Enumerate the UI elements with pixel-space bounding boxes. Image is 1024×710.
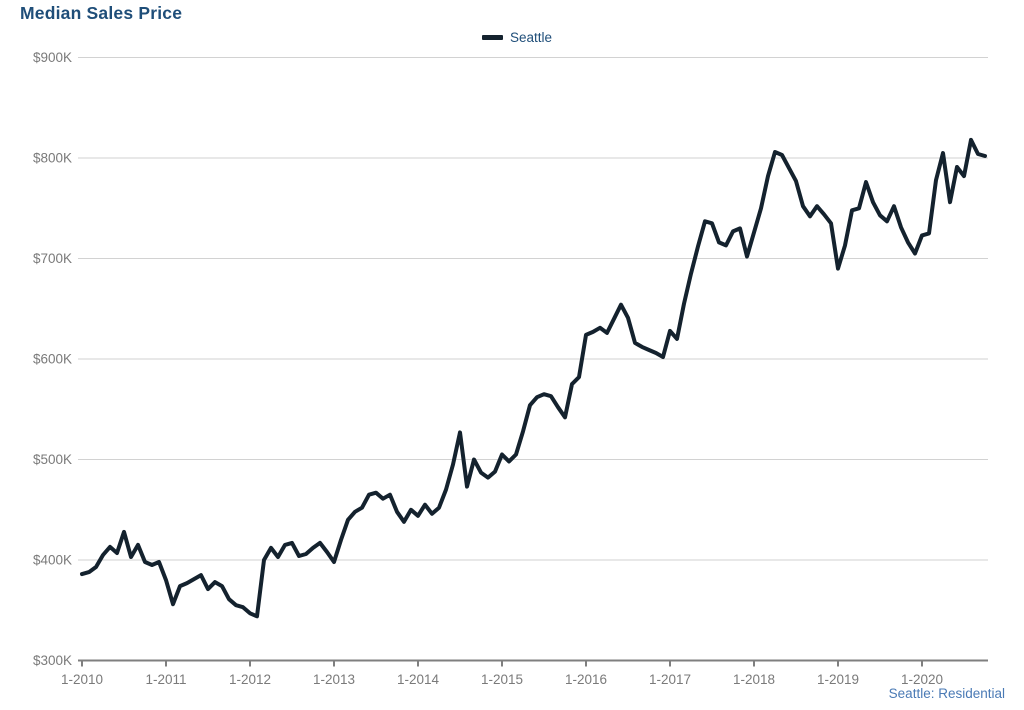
x-tick-label: 1-2012 (229, 672, 271, 687)
x-tick-label: 1-2011 (145, 672, 186, 687)
x-tick-label: 1-2017 (649, 672, 691, 687)
y-tick-label: $400K (33, 553, 72, 568)
y-tick-label: $700K (33, 251, 72, 266)
y-tick-label: $600K (33, 352, 72, 367)
gridlines (78, 57, 988, 561)
y-tick-label: $300K (33, 653, 72, 668)
y-axis-labels: $300K $400K $500K $600K $700K $800K $900K (33, 50, 72, 668)
x-tick-label: 1-2019 (817, 672, 859, 687)
legend-label: Seattle (510, 30, 553, 45)
chart-title: Median Sales Price (20, 3, 183, 23)
y-tick-label: $500K (33, 452, 72, 467)
x-tick-label: 1-2020 (901, 672, 943, 687)
x-tick-label: 1-2014 (397, 672, 440, 687)
legend-line-swatch (482, 35, 503, 40)
y-tick-label: $800K (33, 151, 72, 166)
legend-item-seattle[interactable]: Seattle (482, 30, 552, 45)
x-axis (78, 659, 988, 667)
x-tick-label: 1-2013 (313, 672, 355, 687)
x-tick-label: 1-2010 (61, 672, 103, 687)
chart-footnote: Seattle: Residential (888, 686, 1005, 701)
x-axis-labels: 1-2010 1-2011 1-2012 1-2013 1-2014 1-2015 1-20… (61, 672, 943, 687)
x-tick-label: 1-2015 (481, 672, 523, 687)
x-tick-label: 1-2016 (565, 672, 607, 687)
series-line-seattle (80, 137, 987, 619)
x-tick-label: 1-2018 (733, 672, 775, 687)
y-tick-label: $900K (33, 50, 72, 65)
